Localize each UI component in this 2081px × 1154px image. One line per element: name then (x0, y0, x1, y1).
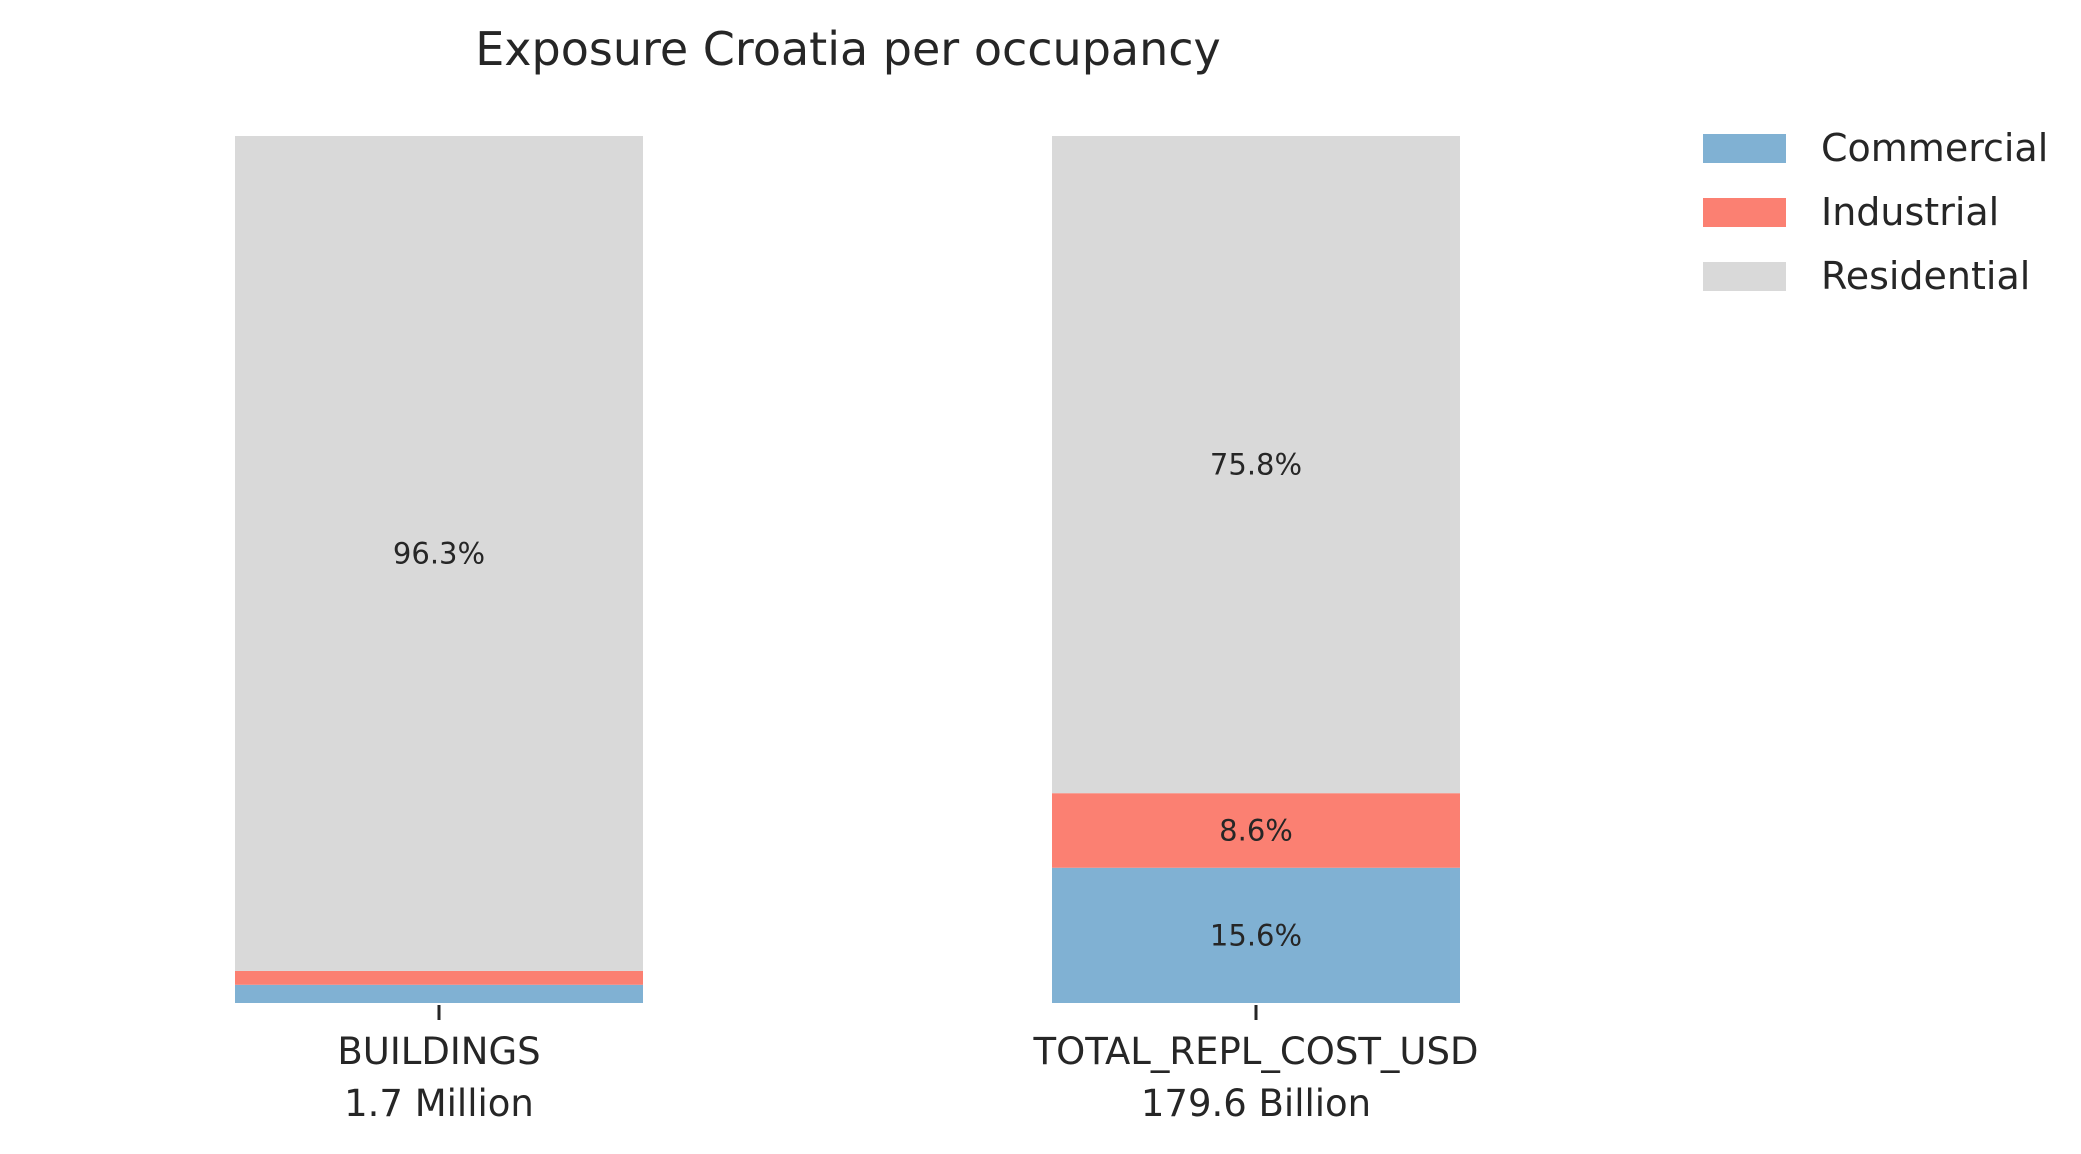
x-total-label-1: 1.7 Million (344, 1082, 534, 1125)
data-label-commercial-2: 15.6% (1210, 918, 1302, 952)
bar-segment-commercial-1 (235, 984, 643, 1003)
bar-segment-residential-1 (235, 136, 643, 971)
bar-segment-industrial-1 (235, 970, 643, 985)
data-label-residential-1: 96.3% (393, 536, 485, 570)
legend-label-commercial: Commercial (1821, 126, 2048, 170)
bar-segment-industrial-2 (1052, 793, 1460, 868)
x-tick-label-1: BUILDINGS (337, 1030, 540, 1073)
legend-label-residential: Residential (1821, 254, 2030, 298)
legend-label-industrial: Industrial (1821, 190, 1999, 234)
x-tick-label-2: TOTAL_REPL_COST_USD (1033, 1030, 1479, 1073)
bar-segment-commercial-2 (1052, 867, 1460, 1003)
legend-swatch-industrial (1703, 198, 1786, 227)
data-labels-layer: 96.3% 15.6% 8.6% 75.8% (393, 448, 1302, 953)
legend-swatch-residential (1703, 262, 1786, 291)
legend: Commercial Industrial Residential (1703, 126, 2048, 298)
data-label-industrial-2: 8.6% (1219, 813, 1293, 847)
chart-title: Exposure Croatia per occupancy (475, 22, 1221, 76)
x-axis: BUILDINGS 1.7 Million TOTAL_REPL_COST_USD 1… (337, 1005, 1479, 1125)
bars-layer (235, 136, 1460, 1003)
x-total-label-2: 179.6 Billion (1141, 1082, 1371, 1125)
data-label-residential-2: 75.8% (1210, 448, 1302, 482)
bar-segment-residential-2 (1052, 136, 1460, 794)
legend-swatch-commercial (1703, 134, 1786, 163)
